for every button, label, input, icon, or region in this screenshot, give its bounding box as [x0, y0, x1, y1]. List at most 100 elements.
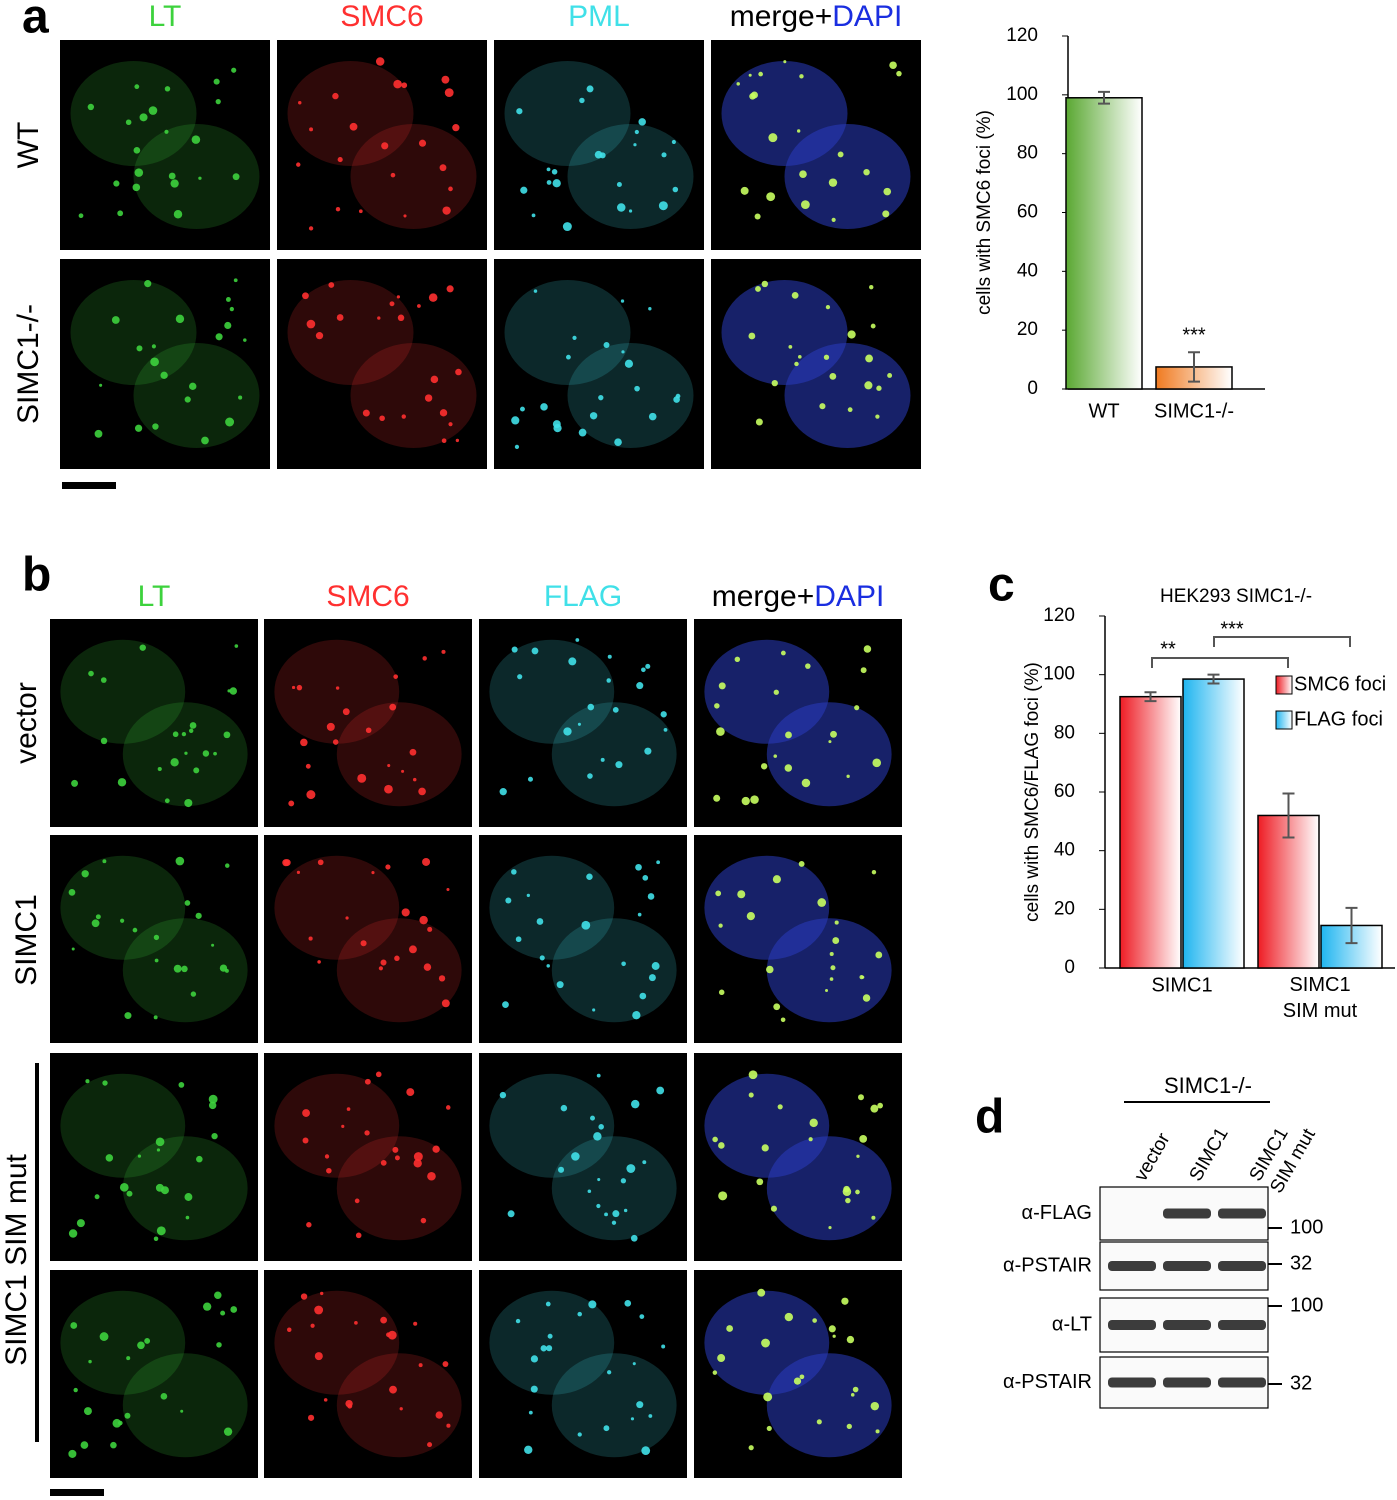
focus: [188, 728, 194, 733]
nucleus: [350, 124, 477, 229]
focus: [750, 795, 759, 804]
focus: [234, 644, 239, 648]
focus: [287, 1327, 292, 1333]
focus: [441, 75, 450, 84]
focus: [354, 1320, 358, 1325]
focus: [626, 1164, 636, 1173]
focus: [224, 321, 232, 330]
focus: [413, 1159, 422, 1168]
error-bar: [1144, 691, 1157, 703]
focus: [100, 737, 108, 745]
focus: [320, 1291, 324, 1296]
focus: [527, 776, 533, 782]
focus: [780, 650, 786, 656]
nucleus: [336, 918, 462, 1023]
nucleus: [60, 1290, 186, 1395]
focus: [80, 1441, 89, 1449]
focus: [126, 1190, 133, 1197]
y-tick-label: 120: [1006, 25, 1038, 46]
error-bar: [1282, 792, 1295, 839]
focus: [380, 959, 387, 966]
focus: [448, 422, 453, 427]
focus: [748, 73, 752, 77]
focus: [577, 1311, 582, 1317]
focus: [540, 403, 548, 411]
focus: [624, 1299, 632, 1307]
focus: [736, 82, 740, 86]
focus: [175, 856, 185, 866]
scale-bar: [50, 1489, 104, 1496]
lane-label: SIMC1: [1185, 1124, 1232, 1185]
focus: [300, 1293, 308, 1300]
focus: [160, 1392, 168, 1400]
focus: [718, 682, 726, 690]
nucleus: [287, 280, 414, 385]
focus: [119, 1183, 129, 1192]
focus: [876, 385, 882, 391]
focus: [761, 280, 769, 288]
focus: [772, 875, 781, 884]
focus: [852, 1386, 859, 1393]
focus: [380, 1159, 387, 1166]
focus: [225, 863, 230, 868]
focus: [675, 393, 681, 399]
focus: [842, 1187, 852, 1196]
focus: [302, 292, 309, 300]
micrograph: [479, 619, 687, 827]
focus: [598, 395, 604, 401]
bar: [1065, 97, 1143, 390]
focus: [418, 1363, 423, 1368]
focus: [214, 1291, 222, 1299]
focus: [621, 350, 625, 354]
focus: [642, 874, 649, 881]
focus: [630, 1234, 638, 1242]
focus: [515, 1318, 521, 1324]
micrograph-content: [704, 639, 892, 807]
focus: [124, 1412, 131, 1419]
focus: [634, 385, 640, 392]
focus: [761, 1144, 769, 1152]
micrograph-content: [60, 1290, 248, 1458]
focus: [638, 118, 646, 126]
focus: [712, 1136, 718, 1143]
nucleus: [551, 1353, 677, 1458]
focus: [213, 751, 217, 756]
micrograph-content: [60, 1073, 248, 1241]
focus: [798, 861, 805, 867]
micrograph-content: [287, 280, 477, 448]
focus: [401, 769, 405, 773]
focus: [215, 99, 221, 105]
focus: [132, 183, 141, 192]
focus: [799, 1374, 805, 1380]
error-bar: [1188, 351, 1200, 383]
focus: [661, 1344, 666, 1349]
micrograph-content: [704, 1070, 892, 1241]
column-label: SMC6: [340, 0, 423, 33]
focus: [784, 1312, 794, 1322]
focus: [773, 1003, 781, 1011]
focus: [394, 955, 400, 961]
focus: [223, 1427, 233, 1436]
focus: [305, 763, 311, 769]
focus: [846, 1423, 852, 1430]
focus: [645, 663, 651, 669]
significance: **: [1160, 638, 1176, 660]
focus: [511, 869, 517, 875]
focus: [133, 146, 141, 154]
dapi-label: DAPI: [814, 580, 884, 613]
focus: [860, 667, 867, 674]
focus: [794, 361, 799, 367]
focus: [441, 438, 447, 444]
focus: [409, 945, 417, 954]
focus: [606, 1370, 612, 1375]
focus: [630, 1099, 640, 1109]
nucleus: [274, 1073, 400, 1178]
focus: [837, 151, 844, 158]
chart-title: HEK293 SIMC1-/-: [1160, 586, 1312, 607]
focus: [734, 656, 741, 662]
focus: [796, 129, 801, 133]
focus: [105, 1154, 114, 1162]
nucleus: [60, 639, 186, 744]
focus: [718, 1191, 728, 1201]
